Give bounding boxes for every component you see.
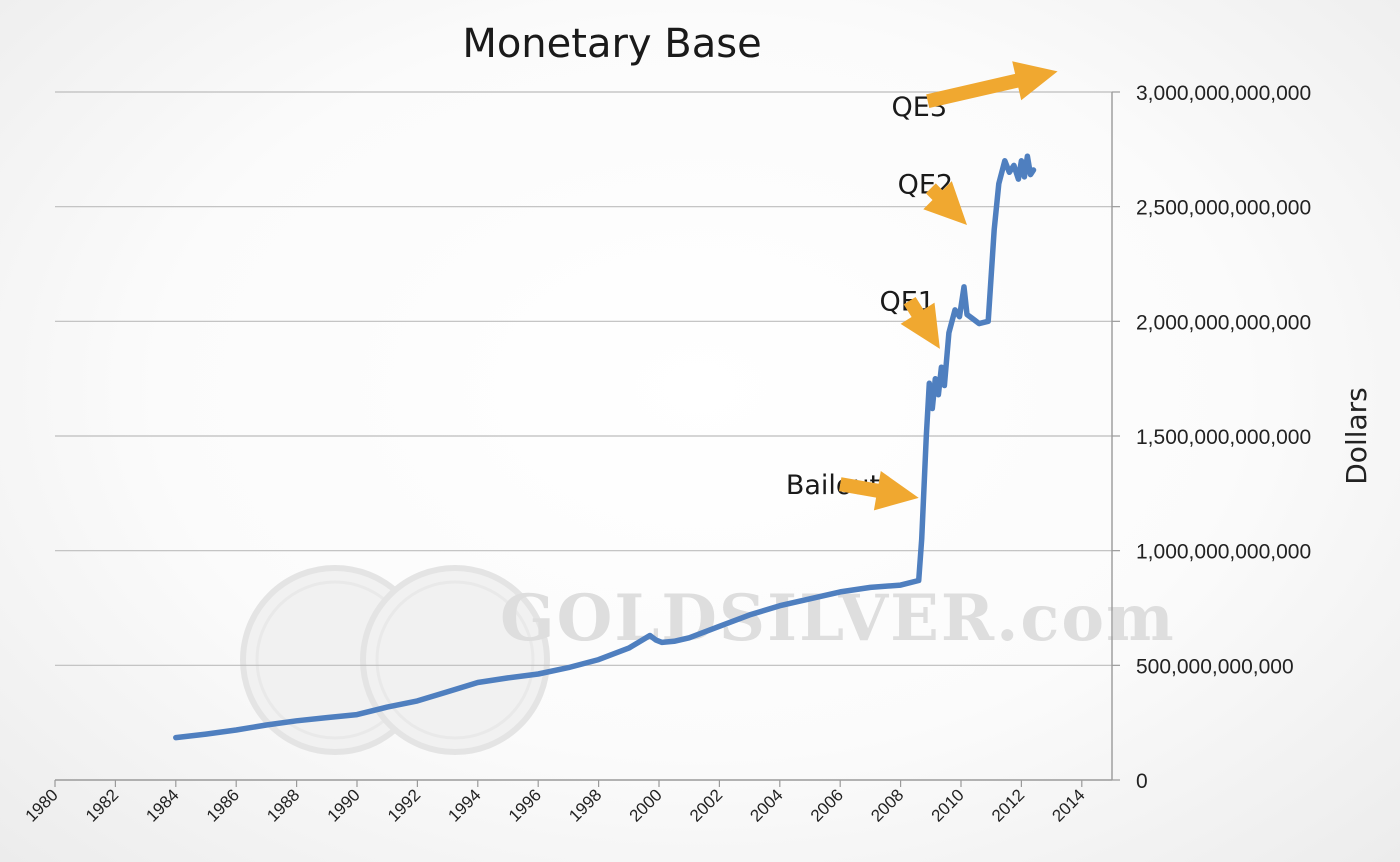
x-tick-label-6: 1992 xyxy=(384,785,424,825)
y-tick-label-0: 0 xyxy=(1136,770,1148,793)
series-layer xyxy=(173,153,1037,741)
gridlines xyxy=(55,91,1112,666)
annotation-arrow-1 xyxy=(900,297,940,349)
coin-rim-2 xyxy=(375,580,535,740)
annotations: BailoutsQE1QE2QE3 xyxy=(786,61,1058,511)
x-tick-label-9: 1998 xyxy=(565,785,605,825)
watermark: GOLDSILVER.com xyxy=(240,565,1174,755)
chart-title: Monetary Base xyxy=(462,21,761,67)
x-tick-label-17: 2014 xyxy=(1048,785,1088,825)
annotation-arrow-3 xyxy=(926,61,1058,108)
y-tick-label-3: 1,500,000,000,000 xyxy=(1136,426,1311,449)
y-tick-label-4: 2,000,000,000,000 xyxy=(1136,311,1311,334)
x-tick-label-10: 2000 xyxy=(626,785,666,825)
x-tick-label-2: 1984 xyxy=(142,785,182,825)
x-tick-label-1: 1982 xyxy=(82,785,122,825)
x-tick-label-16: 2012 xyxy=(988,785,1028,825)
x-tick-label-0: 1980 xyxy=(22,785,62,825)
coin-watermark-2 xyxy=(360,565,550,755)
x-tick-label-14: 2008 xyxy=(867,785,907,825)
series-line-0 xyxy=(173,153,1037,741)
y-tick-label-6: 3,000,000,000,000 xyxy=(1136,82,1311,105)
y-tick-label-1: 500,000,000,000 xyxy=(1136,655,1294,678)
x-tick-label-5: 1990 xyxy=(324,785,364,825)
x-tick-label-13: 2006 xyxy=(807,785,847,825)
annotation-arrow-2 xyxy=(923,181,967,225)
y-tick-label-5: 2,500,000,000,000 xyxy=(1136,197,1311,220)
x-tick-label-11: 2002 xyxy=(686,785,726,825)
x-tick-label-4: 1988 xyxy=(263,785,303,825)
axes: 0 500,000,000,000 1,000,000,000,000 1,500,0… xyxy=(22,82,1312,826)
x-tick-label-7: 1994 xyxy=(444,785,484,825)
annotation-arrow-0 xyxy=(839,471,919,511)
y-tick-label-2: 1,000,000,000,000 xyxy=(1136,541,1311,564)
x-tick-label-15: 2010 xyxy=(928,785,968,825)
x-tick-label-12: 2004 xyxy=(746,785,786,825)
x-tick-label-3: 1986 xyxy=(203,785,243,825)
y-axis-label: Dollars xyxy=(1340,387,1373,485)
x-tick-label-8: 1996 xyxy=(505,785,545,825)
